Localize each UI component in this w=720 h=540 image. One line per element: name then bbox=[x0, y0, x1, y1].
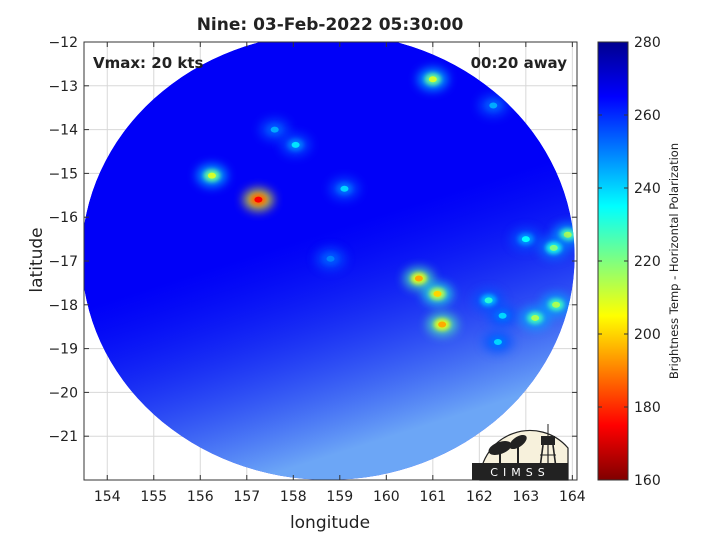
cimss-logo: CIMSS bbox=[472, 424, 569, 481]
y-tick-label: −21 bbox=[48, 429, 78, 445]
x-axis-label: longitude bbox=[290, 513, 370, 533]
x-tick-label: 164 bbox=[559, 489, 586, 505]
x-tick-label: 156 bbox=[187, 489, 214, 505]
feature-core bbox=[484, 297, 493, 304]
feature-core bbox=[531, 314, 540, 321]
y-axis-ticks: −12 −13 −14 −15 −16 −17 −18 −19 −20 −21 bbox=[48, 35, 577, 445]
brightness-features bbox=[196, 68, 575, 354]
colorbar-scale bbox=[597, 41, 629, 481]
feature-core bbox=[326, 255, 335, 262]
y-tick-label: −12 bbox=[48, 35, 78, 51]
x-tick-label: 160 bbox=[373, 489, 400, 505]
feature-core bbox=[498, 312, 507, 319]
feature-core bbox=[340, 185, 349, 192]
x-tick-label: 163 bbox=[512, 489, 539, 505]
y-tick-label: −18 bbox=[48, 298, 78, 314]
brightness-feature bbox=[538, 236, 569, 259]
y-tick-label: −20 bbox=[48, 385, 78, 401]
x-tick-label: 155 bbox=[140, 489, 167, 505]
colorbar-tick-label: 220 bbox=[634, 254, 661, 270]
chart-title: Nine: 03-Feb-2022 05:30:00 bbox=[197, 15, 464, 35]
brightness-feature bbox=[427, 313, 458, 336]
feature-core bbox=[493, 339, 502, 346]
y-tick-label: −14 bbox=[48, 123, 78, 139]
colorbar: 160 180 200 220 240 260 280 Brightness Temp - … bbox=[597, 35, 681, 489]
colorbar-tick-label: 280 bbox=[634, 35, 661, 51]
brightness-feature bbox=[482, 331, 513, 354]
y-tick-label: −17 bbox=[48, 254, 78, 270]
colorbar-tick-label: 180 bbox=[634, 400, 661, 416]
brightness-feature bbox=[259, 118, 290, 141]
colorbar-tick-label: 240 bbox=[634, 181, 661, 197]
feature-core bbox=[438, 321, 447, 328]
brightness-feature bbox=[487, 304, 518, 327]
y-axis-label: latitude bbox=[27, 227, 47, 292]
colorbar-tick-label: 200 bbox=[634, 327, 661, 343]
x-tick-label: 157 bbox=[233, 489, 260, 505]
feature-core bbox=[270, 126, 279, 133]
brightness-feature bbox=[520, 306, 551, 329]
brightness-feature bbox=[478, 94, 509, 117]
x-tick-label: 158 bbox=[280, 489, 307, 505]
feature-core bbox=[521, 236, 530, 243]
brightness-feature bbox=[243, 188, 274, 211]
x-tick-label: 162 bbox=[466, 489, 493, 505]
colorbar-label: Brightness Temp - Horizontal Polarizatio… bbox=[667, 143, 681, 379]
feature-core bbox=[489, 102, 498, 109]
feature-core bbox=[291, 141, 300, 148]
brightness-feature bbox=[280, 133, 311, 156]
x-tick-label: 159 bbox=[326, 489, 353, 505]
feature-core bbox=[433, 290, 442, 297]
cimss-logo-text: CIMSS bbox=[490, 466, 549, 479]
feature-core bbox=[549, 244, 558, 251]
y-tick-label: −13 bbox=[48, 79, 78, 95]
colorbar-tick-label: 160 bbox=[634, 473, 661, 489]
feature-core bbox=[254, 196, 263, 203]
time-away-annotation: 00:20 away bbox=[471, 54, 568, 72]
brightness-feature bbox=[422, 282, 453, 305]
feature-core bbox=[428, 76, 437, 83]
feature-core bbox=[414, 275, 423, 282]
y-tick-label: −19 bbox=[48, 342, 78, 358]
x-axis-ticks: 154 155 156 157 158 159 160 161 162 163 164 bbox=[94, 42, 586, 505]
y-tick-label: −15 bbox=[48, 166, 78, 182]
x-tick-label: 154 bbox=[94, 489, 121, 505]
colorbar-tick-label: 260 bbox=[634, 108, 661, 124]
brightness-feature bbox=[417, 68, 448, 91]
brightness-feature bbox=[329, 177, 360, 200]
brightness-feature bbox=[510, 228, 541, 251]
x-tick-label: 161 bbox=[419, 489, 446, 505]
brightness-feature bbox=[541, 293, 572, 316]
brightness-feature bbox=[403, 267, 434, 290]
brightness-feature bbox=[315, 247, 346, 270]
brightness-feature bbox=[196, 164, 227, 187]
y-tick-label: −16 bbox=[48, 210, 78, 226]
feature-core bbox=[207, 172, 216, 179]
colorbar-ticks: 160 180 200 220 240 260 280 bbox=[598, 35, 661, 489]
feature-core bbox=[552, 301, 561, 308]
feature-core bbox=[563, 231, 572, 238]
vmax-annotation: Vmax: 20 kts bbox=[93, 54, 203, 72]
